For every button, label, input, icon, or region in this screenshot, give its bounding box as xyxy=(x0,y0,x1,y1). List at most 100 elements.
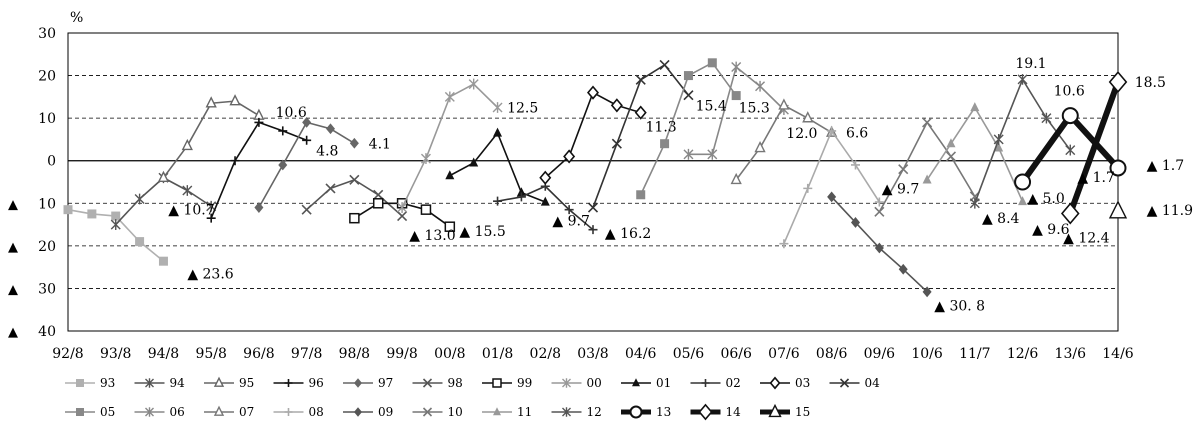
y-tick-label: 10 xyxy=(38,111,56,127)
x-tick-label: 07/6 xyxy=(768,346,800,362)
data-point xyxy=(874,242,884,254)
legend-marker xyxy=(284,408,293,416)
legend-item-93: 93 xyxy=(65,376,115,390)
data-point xyxy=(301,204,312,215)
y-tick-label: 40 xyxy=(38,324,56,340)
legend-item-12: 12 xyxy=(551,405,602,419)
legend-label: 15 xyxy=(795,405,810,419)
data-point xyxy=(254,202,264,213)
legend-item-04: 04 xyxy=(829,376,880,390)
data-point xyxy=(636,190,646,200)
series-line xyxy=(592,64,690,208)
data-point xyxy=(802,111,814,123)
data-point xyxy=(63,205,73,215)
x-tick-label: 98/8 xyxy=(339,346,370,362)
series-line xyxy=(258,121,355,208)
legend-item-98: 98 xyxy=(412,376,463,390)
series-06 xyxy=(683,61,789,160)
data-point xyxy=(206,213,216,223)
x-tick-label: 05/6 xyxy=(673,346,705,362)
data-point xyxy=(516,187,526,197)
data-point xyxy=(874,197,884,207)
data-point xyxy=(754,140,766,153)
data-point xyxy=(922,174,932,184)
data-point xyxy=(563,149,576,164)
series-93 xyxy=(63,205,168,266)
legend-item-05: 05 xyxy=(65,405,115,419)
data-point xyxy=(516,192,526,202)
data-point xyxy=(157,170,170,183)
data-label: 19.1 xyxy=(1015,56,1046,72)
legend-label: 10 xyxy=(448,405,463,419)
data-point xyxy=(87,209,97,219)
legend-label: 14 xyxy=(726,405,742,419)
data-point xyxy=(731,61,742,73)
data-point xyxy=(587,202,599,213)
y-tick-neg-marker: ▲ xyxy=(8,325,18,340)
data-point xyxy=(134,193,145,205)
legend-marker xyxy=(562,407,571,417)
data-point xyxy=(111,211,121,221)
grid-lines xyxy=(67,32,1119,332)
plot-frame xyxy=(67,32,1119,332)
data-point xyxy=(1060,202,1080,225)
x-tick-label: 92/8 xyxy=(52,346,83,362)
data-label: 6.6 xyxy=(846,126,868,142)
series-05 xyxy=(636,58,741,200)
x-tick-label: 00/8 xyxy=(434,346,465,362)
data-point xyxy=(420,204,432,215)
y-tick-label: 30 xyxy=(38,26,56,42)
data-point xyxy=(778,98,790,110)
legend-marker xyxy=(839,378,850,388)
data-point xyxy=(539,170,552,185)
x-tick-label: 09/6 xyxy=(864,346,896,362)
series-01 xyxy=(445,127,550,206)
data-point xyxy=(827,126,837,136)
data-point xyxy=(302,135,312,145)
data-point xyxy=(731,91,741,101)
data-point xyxy=(397,202,408,213)
data-point xyxy=(493,196,503,206)
data-label: ▲ 8.4 xyxy=(982,211,1020,227)
data-point xyxy=(158,256,168,266)
legend-marker xyxy=(213,405,225,416)
legend-label: 97 xyxy=(378,376,393,390)
legend-label: 11 xyxy=(517,405,532,419)
series-95 xyxy=(157,94,265,183)
data-point xyxy=(372,198,384,209)
legend-marker xyxy=(354,378,362,388)
data-label: ▲ 11.9 xyxy=(1147,203,1193,219)
data-point xyxy=(588,225,598,235)
data-label: 18.5 xyxy=(1135,75,1166,91)
series-04 xyxy=(587,59,694,213)
data-point xyxy=(1108,70,1128,93)
series-08 xyxy=(779,126,884,249)
legend-label: 06 xyxy=(170,405,185,419)
legend-marker xyxy=(492,378,502,388)
data-point xyxy=(707,58,717,68)
data-point xyxy=(181,138,193,151)
data-label: 12.0 xyxy=(786,126,817,142)
legend-item-10: 10 xyxy=(412,405,463,419)
data-point xyxy=(182,185,193,196)
x-axis-ticks: 92/8 93/8 94/8 95/8 96/8 97/8 98/8 99/8 00/8 01/8… xyxy=(52,346,1134,362)
legend-marker xyxy=(698,403,713,421)
data-point xyxy=(444,221,456,232)
data-point xyxy=(874,206,885,217)
legend-marker xyxy=(422,407,433,417)
data-label: ▲ 9.6 xyxy=(1032,222,1070,238)
data-point xyxy=(851,160,860,170)
data-labels: ▲ 10.7 ▲ 23.6 10.6 4.8 4.1 ▲ 13.0 ▲ 15.5 12.5 ▲ … xyxy=(168,56,1193,315)
series-09 xyxy=(827,191,932,298)
data-point xyxy=(779,239,789,249)
legend-item-11: 11 xyxy=(482,405,532,419)
x-tick-label: 95/8 xyxy=(195,346,226,362)
legend-marker xyxy=(284,379,293,387)
legend: 93 94 95 96 97 98 99 00 01 02 03 04 05 06 07 08 09 10 11 12… xyxy=(65,376,880,421)
data-point xyxy=(420,153,431,164)
data-label: ▲ 9.7 xyxy=(882,181,919,197)
x-tick-label: 97/8 xyxy=(291,346,322,362)
data-point xyxy=(397,210,408,222)
series-line xyxy=(449,132,546,203)
